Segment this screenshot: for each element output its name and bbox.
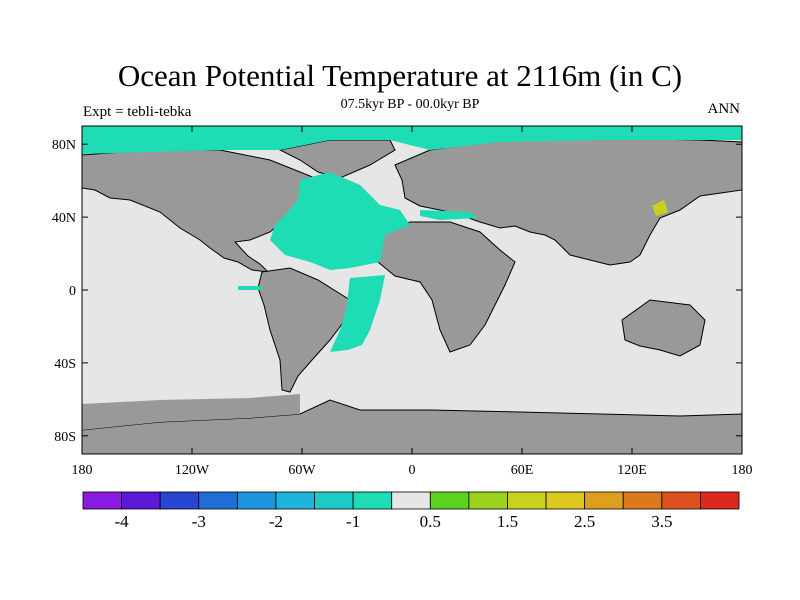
lat-tick-label: 80N — [52, 138, 76, 153]
colorbar-swatch — [584, 491, 624, 510]
lon-tick-label: 180 — [732, 463, 753, 478]
colorbar-swatch — [236, 491, 277, 510]
map-panel — [81, 125, 743, 455]
colorbar-label: -3 — [192, 512, 206, 531]
lat-tick-label: 0 — [69, 284, 76, 299]
land-australia — [621, 299, 706, 357]
anomaly-cool-mediterranean — [420, 210, 478, 220]
anomaly-cool-arctic — [82, 126, 742, 154]
lon-tick-label: 60E — [511, 463, 534, 478]
longitude-ticks: 180 120W 60W 0 60E 120E 180 — [72, 126, 753, 478]
anomaly-cool-equatorial — [238, 286, 262, 290]
colorbar-swatch — [507, 491, 547, 510]
colorbar-swatch — [391, 491, 431, 510]
colorbar-swatch — [275, 491, 315, 510]
season-label: ANN — [707, 101, 741, 117]
lon-tick-label: 120W — [175, 463, 210, 478]
latitude-ticks: 80N 40N 0 40S 80S — [52, 138, 742, 445]
colorbar-swatch — [159, 491, 200, 510]
colorbar: -4 -3 -2 -1 0.5 1.5 2.5 3.5 — [82, 491, 740, 531]
colorbar-swatch — [661, 491, 701, 510]
lon-tick-label: 180 — [72, 463, 93, 478]
colorbar-label: 1.5 — [497, 512, 518, 531]
colorbar-label: -4 — [115, 512, 130, 531]
lon-tick-label: 120E — [617, 463, 647, 478]
lat-tick-label: 40N — [52, 211, 76, 226]
colorbar-swatch — [622, 491, 663, 510]
anomaly-cool-south-atlantic — [330, 275, 385, 352]
chart-subtitle: 07.5kyr BP - 00.0kyr BP — [340, 97, 480, 112]
experiment-label: Expt = tebli-tebka — [83, 104, 192, 120]
colorbar-swatch — [198, 491, 238, 510]
anomaly-warm-yellow-sea — [652, 200, 668, 216]
colorbar-label: -1 — [346, 512, 360, 531]
colorbar-label: -2 — [269, 512, 283, 531]
colorbar-swatch — [352, 491, 393, 510]
anomaly-cool-north-atlantic — [270, 172, 410, 270]
colorbar-swatch — [429, 491, 470, 510]
colorbar-label: 2.5 — [574, 512, 595, 531]
chart-title: Ocean Potential Temperature at 2116m (in… — [117, 58, 683, 93]
lon-tick-label: 0 — [409, 463, 416, 478]
land-south-america — [257, 267, 351, 393]
land-north-america — [81, 149, 331, 273]
lat-tick-label: 40S — [54, 357, 76, 372]
colorbar-swatch — [700, 491, 740, 510]
lat-tick-label: 80S — [54, 430, 76, 445]
colorbar-label: 0.5 — [420, 512, 441, 531]
colorbar-swatch — [545, 491, 586, 510]
land-africa — [377, 221, 516, 353]
colorbar-swatch — [82, 491, 122, 510]
colorbar-label: 3.5 — [651, 512, 672, 531]
land-antarctic-shelf — [82, 394, 300, 430]
colorbar-swatch — [468, 491, 508, 510]
colorbar-swatch — [121, 491, 161, 510]
colorbar-swatch — [314, 491, 354, 510]
lon-tick-label: 60W — [288, 463, 316, 478]
